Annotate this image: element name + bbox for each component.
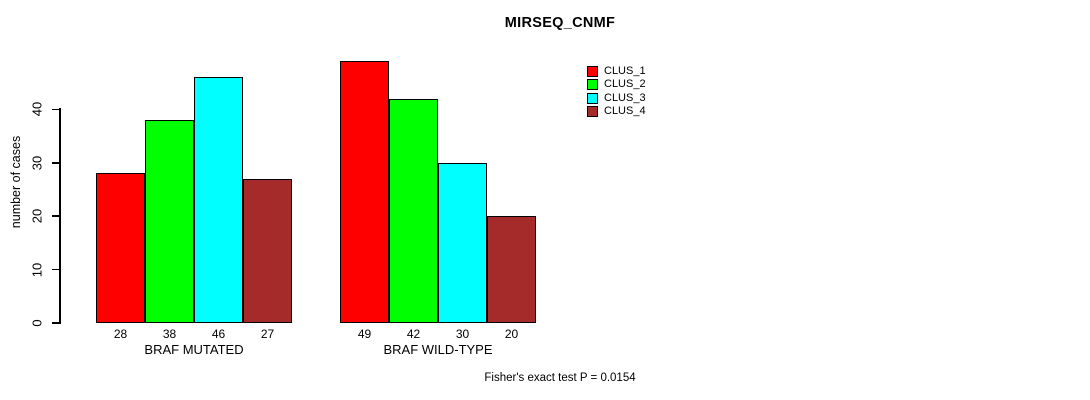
legend-swatch-clus-2 [587, 79, 598, 91]
bar-value-label: 49 [357, 327, 372, 341]
bar-value-label: 20 [504, 327, 519, 341]
bar-clus-1-braf-wild-type [340, 61, 389, 323]
bar-clus-3-braf-wild-type [438, 162, 487, 323]
legend-swatch-clus-1 [587, 66, 598, 77]
y-axis-line [59, 108, 61, 324]
bar-clus-3-braf-mutated [194, 77, 243, 323]
category-label-braf-mutated: BRAF MUTATED [144, 342, 244, 357]
bar-clus-2-braf-mutated [145, 120, 194, 323]
bar-value-label: 38 [162, 327, 177, 341]
legend-swatch-clus-4 [587, 105, 598, 117]
bar-value-label: 42 [406, 327, 421, 341]
y-axis-label: number of cases [9, 135, 23, 229]
legend-label-clus-3: CLUS_3 [604, 91, 646, 104]
y-tick-label: 10 [29, 262, 45, 277]
bar-clus-4-braf-wild-type [487, 216, 536, 323]
stat-test-annotation: Fisher's exact test P = 0.0154 [484, 372, 636, 384]
y-tick-label: 40 [29, 102, 45, 117]
y-tick-mark [52, 322, 59, 324]
bar-clus-4-braf-mutated [243, 178, 292, 323]
y-tick-label: 0 [29, 319, 45, 327]
chart-title: MIRSEQ_CNMF [504, 15, 616, 31]
y-tick-mark [52, 215, 59, 217]
bar-value-label: 30 [455, 327, 470, 341]
bar-clus-2-braf-wild-type [389, 98, 438, 323]
category-label-braf-wild-type: BRAF WILD-TYPE [383, 342, 493, 357]
bar-value-label: 46 [211, 327, 226, 341]
y-tick-mark [52, 108, 59, 111]
bar-value-label: 28 [113, 327, 128, 341]
legend-label-clus-1: CLUS_1 [604, 65, 646, 77]
bar-clus-1-braf-mutated [96, 173, 145, 323]
y-tick-label: 30 [29, 155, 45, 171]
y-tick-mark [52, 268, 59, 271]
bar-value-label: 27 [260, 327, 275, 341]
legend-label-clus-4: CLUS_4 [604, 104, 646, 117]
legend-swatch-clus-3 [587, 92, 598, 104]
y-tick-label: 20 [29, 208, 45, 224]
y-tick-mark [52, 162, 59, 164]
legend-label-clus-2: CLUS_2 [604, 78, 646, 91]
